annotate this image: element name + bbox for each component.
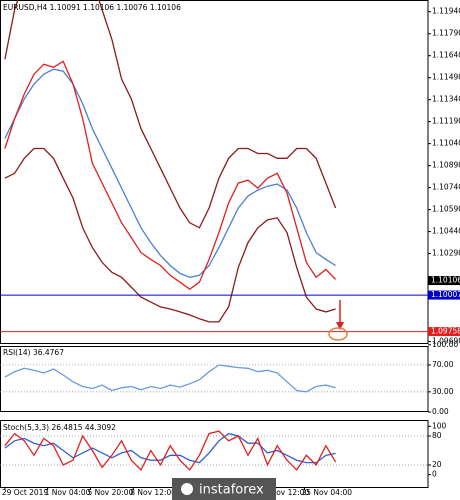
y-tick-label: 100: [432, 421, 447, 430]
watermark-logo: [181, 483, 193, 495]
y-tick-label: 1.11190: [432, 117, 460, 126]
series-line: [4, 147, 336, 323]
series-line: [4, 60, 337, 291]
plot-area: [0, 430, 428, 471]
y-tick-label: 30.00: [432, 387, 454, 396]
rsi-panel: [0, 346, 429, 412]
y-tick-label: 1.10740: [432, 183, 460, 192]
series-line: [4, 68, 336, 278]
series-line: [4, 0, 337, 229]
plot-area: [0, 364, 428, 393]
x-tick-label: 8 Nov 12:00: [130, 488, 176, 497]
y-tick-label: 1.10590: [432, 205, 460, 214]
plot-area: [4, 0, 337, 323]
y-tick-label: 100.00: [432, 340, 458, 349]
watermark-box: [172, 478, 276, 500]
panel-title: Stoch(5,3,3) 26.4815 44.3092: [3, 423, 116, 432]
price-tag: [428, 276, 460, 286]
series-line: [4, 364, 336, 393]
y-tick-label: 1.10890: [432, 161, 460, 170]
x-tick-label: 25 Nov 04:00: [301, 488, 352, 497]
x-tick-label: 1 Nov 04:00: [45, 488, 91, 497]
x-tick-label: 20 Nov 12:00: [259, 488, 310, 497]
y-tick-label: 1.10290: [432, 249, 460, 258]
y-tick-label: 0.00: [432, 407, 449, 416]
y-tick-label: 1.09690: [432, 337, 460, 346]
y-tick-label: 1.11040: [432, 139, 460, 148]
main-panel: [0, 0, 429, 344]
y-tick-label: 1.11640: [432, 51, 460, 60]
series-line: [4, 432, 336, 464]
y-tick-label: 0: [432, 470, 437, 479]
y-tick-label: 1.10440: [432, 227, 460, 236]
y-tick-label: 70.00: [432, 360, 454, 369]
level-label: 1.10007: [431, 290, 460, 299]
x-tick-label: 29 Oct 2019: [2, 488, 49, 497]
level-tag: [428, 327, 460, 337]
arrow-head: [336, 322, 344, 330]
level-tag: [428, 290, 460, 300]
highlight-circle: [328, 327, 348, 341]
panel-title: RSI(14) 36.4767: [3, 348, 64, 357]
watermark: instaforex: [172, 478, 276, 500]
y-tick-label: 1.11940: [432, 7, 460, 16]
y-tick-label: 1.11490: [432, 73, 460, 82]
watermark-text: instaforex: [199, 483, 264, 498]
level-label: 1.09758: [431, 327, 460, 336]
y-tick-label: 20: [432, 460, 442, 469]
y-tick-label: 1.11790: [432, 29, 460, 38]
price-label: 1.10106: [431, 276, 460, 285]
panel-title: EURUSD,H4 1.10091 1.10106 1.10076 1.1010…: [3, 3, 181, 12]
x-tick-label: 5 Nov 20:00: [87, 488, 133, 497]
series-line: [4, 430, 337, 471]
y-tick-label: 1.11340: [432, 95, 460, 104]
y-tick-label: 80: [432, 431, 442, 440]
